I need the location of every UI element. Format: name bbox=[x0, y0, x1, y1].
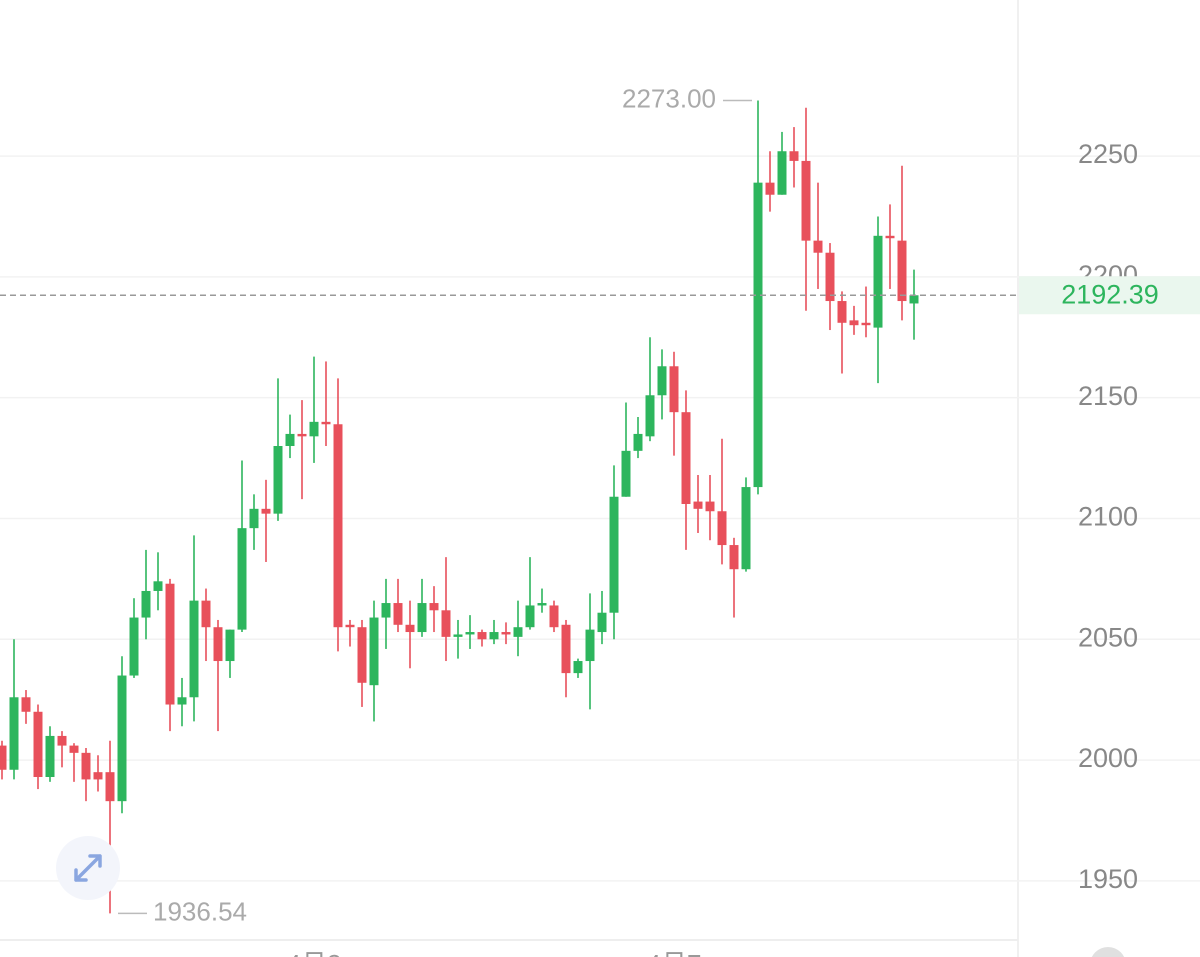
candle-body bbox=[597, 612, 607, 633]
candle-body bbox=[453, 634, 463, 637]
candle-body bbox=[405, 624, 415, 633]
candle-body bbox=[885, 235, 895, 239]
candle-body bbox=[681, 412, 691, 504]
last-price-label: 2192.39 bbox=[1061, 279, 1159, 309]
candles bbox=[0, 100, 919, 914]
last-price-box bbox=[1019, 276, 1200, 315]
candle-body bbox=[393, 603, 403, 625]
candle-body bbox=[801, 160, 811, 241]
candle-body bbox=[297, 433, 307, 437]
candle-body bbox=[573, 661, 583, 674]
candle-body bbox=[261, 508, 271, 514]
candle-body bbox=[657, 366, 667, 396]
candle-body bbox=[129, 617, 139, 676]
candle-body bbox=[225, 629, 235, 662]
candle-body bbox=[69, 745, 79, 753]
candle-body bbox=[693, 501, 703, 509]
high-label: 2273.00 bbox=[622, 83, 716, 113]
candle-body bbox=[93, 772, 103, 780]
candle-body bbox=[441, 610, 451, 637]
candle-body bbox=[0, 745, 7, 770]
candle-body bbox=[477, 632, 487, 640]
y-tick-label: 1950 bbox=[1078, 864, 1138, 894]
candle-body bbox=[273, 446, 283, 514]
candle-body bbox=[561, 624, 571, 674]
candle-body bbox=[849, 320, 859, 326]
y-tick-label: 2000 bbox=[1078, 743, 1138, 773]
expand-button[interactable] bbox=[56, 836, 120, 900]
candle-body bbox=[873, 235, 883, 328]
y-tick-label: 2150 bbox=[1078, 381, 1138, 411]
candle-body bbox=[513, 627, 523, 637]
candle-body bbox=[345, 624, 355, 628]
candle-body bbox=[429, 603, 439, 611]
candle-body bbox=[813, 240, 823, 253]
candle-body bbox=[501, 632, 511, 635]
candle-body bbox=[753, 182, 763, 488]
candle-body bbox=[525, 605, 535, 628]
candle-body bbox=[105, 772, 115, 802]
candle-body bbox=[897, 240, 907, 302]
x-tick-label: 4月3 bbox=[287, 949, 342, 957]
candle-body bbox=[585, 629, 595, 662]
candle-body bbox=[21, 697, 31, 712]
candle-body bbox=[741, 487, 751, 570]
candle-body bbox=[537, 603, 547, 606]
candle-body bbox=[321, 421, 331, 425]
candle-body bbox=[357, 627, 367, 683]
candle-body bbox=[141, 590, 151, 618]
candle-body bbox=[369, 617, 379, 686]
candle-body bbox=[837, 301, 847, 323]
candle-body bbox=[237, 528, 247, 630]
scroll-indicator bbox=[1091, 947, 1125, 957]
candle-body bbox=[45, 735, 55, 778]
candle-body bbox=[765, 182, 775, 195]
candle-body bbox=[705, 501, 715, 512]
candle-body bbox=[645, 395, 655, 437]
x-tick-label: 4月7 bbox=[647, 949, 702, 957]
candle-body bbox=[549, 605, 559, 628]
candle-body bbox=[213, 627, 223, 662]
candle-body bbox=[9, 697, 19, 770]
low-label: 1936.54 bbox=[153, 896, 247, 926]
candle-body bbox=[789, 151, 799, 161]
candle-body bbox=[165, 583, 175, 705]
candle-body bbox=[621, 450, 631, 497]
candle-body bbox=[417, 603, 427, 633]
candle-body bbox=[117, 675, 127, 802]
overlay: 4月3 4月7 2273.00 1936.54 2192.39 bbox=[0, 83, 1200, 957]
candle-body bbox=[189, 600, 199, 698]
candle-body bbox=[729, 545, 739, 570]
candle-body bbox=[609, 496, 619, 613]
candle-body bbox=[201, 600, 211, 628]
candle-body bbox=[669, 366, 679, 413]
candle-body bbox=[861, 322, 871, 326]
candle-body bbox=[57, 735, 67, 746]
candle-body bbox=[309, 421, 319, 437]
y-tick-label: 2050 bbox=[1078, 622, 1138, 652]
candle-body bbox=[285, 433, 295, 447]
candle-body bbox=[177, 697, 187, 705]
candle-body bbox=[633, 433, 643, 451]
candle-body bbox=[33, 711, 43, 778]
candle-body bbox=[333, 424, 343, 628]
candle-body bbox=[717, 511, 727, 546]
candle-body bbox=[81, 752, 91, 780]
candle-body bbox=[825, 252, 835, 302]
candle-body bbox=[381, 603, 391, 618]
candle-body bbox=[489, 632, 499, 640]
candle-body bbox=[153, 581, 163, 591]
candle-body bbox=[249, 508, 259, 529]
candle-body bbox=[465, 632, 475, 635]
expand-icon[interactable] bbox=[74, 854, 102, 882]
y-tick-label: 2250 bbox=[1078, 139, 1138, 169]
y-tick-label: 2100 bbox=[1078, 502, 1138, 532]
candle-body bbox=[909, 295, 919, 304]
candle-body bbox=[777, 151, 787, 195]
